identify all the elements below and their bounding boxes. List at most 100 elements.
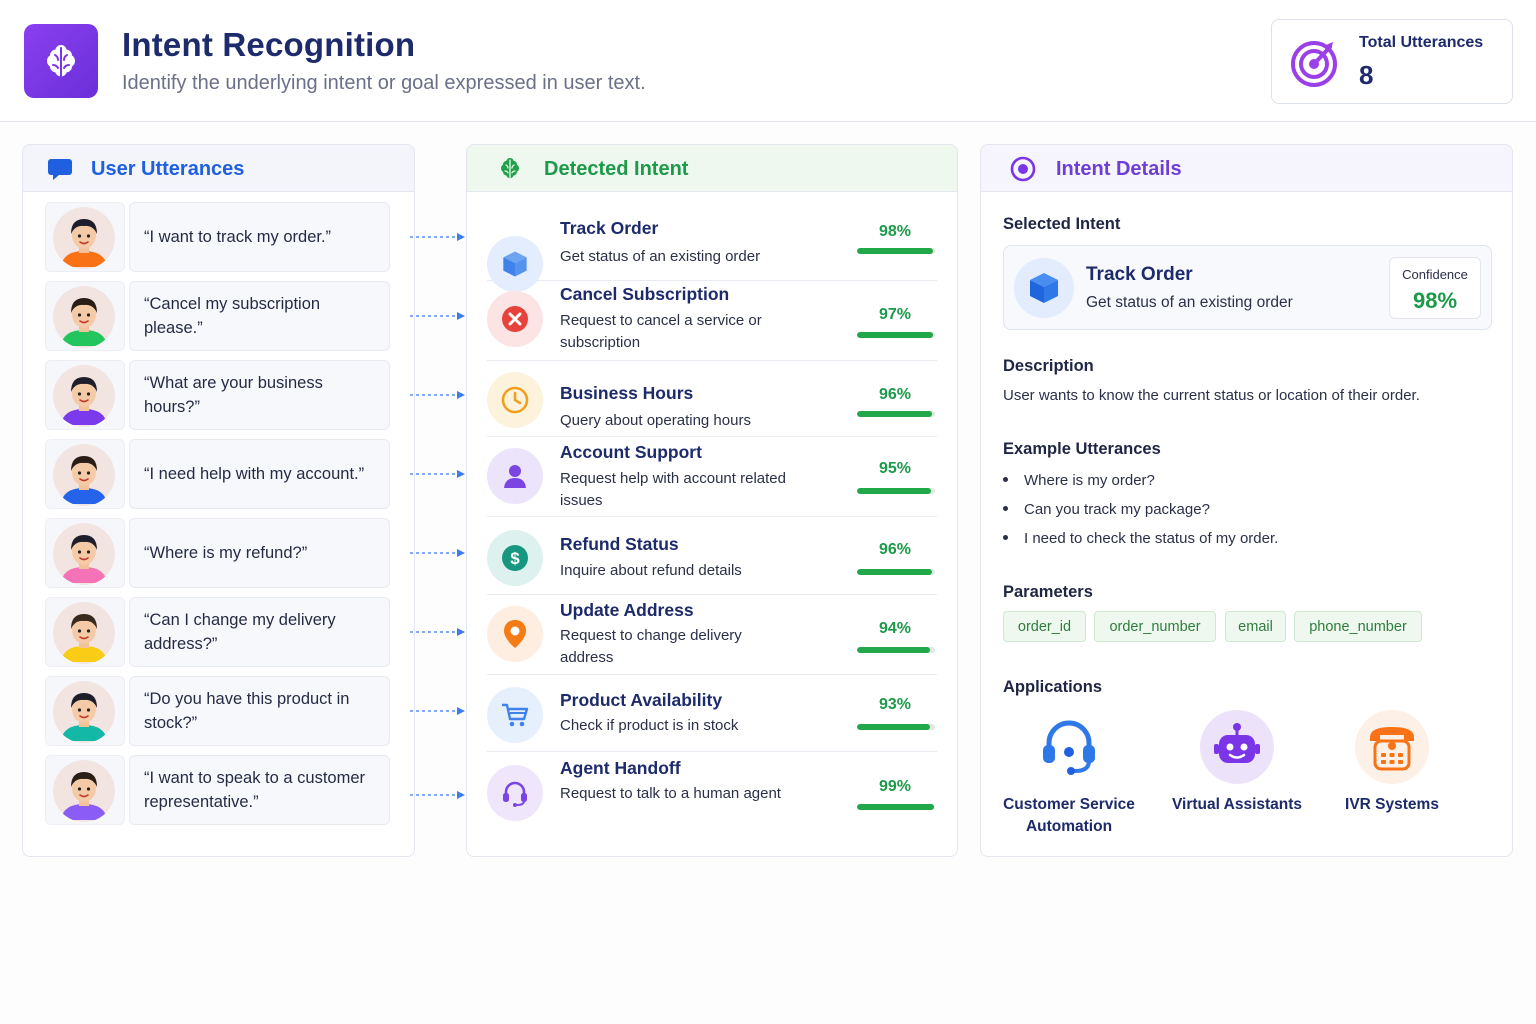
intent-name: Refund Status (560, 534, 679, 554)
intent-description: Check if product is in stock (560, 717, 739, 734)
selected-intent-label: Selected Intent (1003, 215, 1121, 233)
detected-intent-header: Detected Intent (467, 145, 957, 192)
box-icon (487, 236, 543, 292)
intent-name: Account Support (560, 442, 702, 462)
avatar (53, 523, 115, 585)
confidence-label: Confidence (1402, 267, 1468, 282)
confidence-percent: 96% (878, 541, 912, 558)
confidence-bar (857, 411, 935, 417)
parameter-chip[interactable]: email (1225, 611, 1286, 642)
utterance-row[interactable]: “Where is my refund?” (45, 518, 390, 588)
intent-description: Query about operating hours (560, 412, 751, 429)
utterance-row[interactable]: “Cancel my subscription please.” (45, 281, 390, 351)
utterance-text: “Cancel my subscription please.” (129, 281, 390, 351)
confidence-box: Confidence 98% (1389, 257, 1481, 319)
avatar-container (45, 202, 125, 272)
avatar (53, 760, 115, 822)
intent-name: Track Order (560, 218, 659, 238)
clock-icon (487, 372, 543, 428)
intent-name: Cancel Subscription (560, 284, 730, 304)
robot-icon (1200, 710, 1274, 784)
brain-icon (501, 158, 519, 179)
confidence-percent: 94% (878, 620, 912, 637)
phone-icon (1355, 710, 1429, 784)
intent-row[interactable]: Business Hours Query about operating hour… (487, 361, 937, 437)
location-pin-icon (487, 606, 543, 662)
confidence-bar-fill (857, 488, 932, 494)
utterance-text: “Can I change my delivery address?” (129, 597, 390, 667)
mapping-arrow (410, 233, 465, 241)
examples-label: Example Utterances (1003, 440, 1161, 458)
avatar-container (45, 676, 125, 746)
mapping-arrow (410, 707, 465, 715)
application-ivr-systems: IVR Systems (1307, 710, 1477, 816)
confidence-percent: 93% (878, 696, 912, 713)
avatar (53, 286, 115, 348)
utterance-row[interactable]: “What are your business hours?” (45, 360, 390, 430)
intent-row[interactable]: Product Availability Check if product is … (487, 675, 937, 752)
page-subtitle: Identify the underlying intent or goal e… (122, 72, 646, 94)
intent-name: Business Hours (560, 383, 694, 403)
utterance-row[interactable]: “I want to speak to a customer represent… (45, 755, 390, 825)
example-utterance: I need to check the status of my order. (1003, 530, 1278, 547)
page-title: Intent Recognition (122, 26, 416, 63)
confidence-bar-fill (857, 248, 934, 254)
utterance-row[interactable]: “Do you have this product in stock?” (45, 676, 390, 746)
avatar (53, 207, 115, 269)
total-utterances-card: Total Utterances 8 (1271, 19, 1513, 104)
selected-intent-card: Track Order Get status of an existing or… (1003, 245, 1492, 330)
total-utterances-label: Total Utterances (1359, 34, 1484, 51)
user-icon (487, 448, 543, 504)
utterance-text: “I want to speak to a customer represent… (129, 755, 390, 825)
applications-label: Applications (1003, 678, 1103, 696)
utterance-text: “What are your business hours?” (129, 360, 390, 430)
utterance-text: “I need help with my account.” (129, 439, 390, 509)
confidence-percent: 96% (878, 386, 912, 403)
mapping-arrow (410, 628, 465, 636)
parameter-chip[interactable]: phone_number (1294, 611, 1422, 642)
confidence-percent: 99% (878, 778, 912, 795)
avatar (53, 681, 115, 743)
mapping-arrow (410, 549, 465, 557)
user-utterances-panel: User Utterances “I want to track my orde… (22, 144, 415, 857)
confidence-value: 98% (1412, 288, 1458, 313)
headset-icon (487, 765, 543, 821)
selected-intent-desc: Get status of an existing order (1086, 294, 1293, 311)
confidence-bar (857, 804, 935, 810)
confidence-bar (857, 569, 935, 575)
confidence-percent: 95% (878, 460, 912, 477)
confidence-bar-fill (857, 411, 932, 417)
intent-description: Inquire about refund details (560, 562, 742, 579)
avatar-container (45, 281, 125, 351)
headset-icon (1032, 710, 1106, 784)
avatar (53, 444, 115, 506)
intent-row[interactable]: Agent Handoff Request to talk to a human … (487, 752, 937, 842)
intent-row[interactable]: Update Address Request to change delivery… (487, 595, 937, 675)
utterance-row[interactable]: “I want to track my order.” (45, 202, 390, 272)
box-icon (1014, 258, 1074, 318)
detected-intent-title: Detected Intent (544, 158, 689, 180)
avatar (53, 365, 115, 427)
intent-row[interactable]: Cancel Subscription Request to cancel a s… (487, 281, 937, 361)
chat-bubble-icon (48, 159, 72, 180)
intent-description: Request to talk to a human agent (560, 785, 781, 802)
intent-description: Get status of an existing order (560, 248, 761, 265)
parameter-chip[interactable]: order_id (1003, 611, 1086, 642)
parameter-chip[interactable]: order_number (1094, 611, 1216, 642)
intent-row[interactable]: $ Refund Status Inquire about refund detai… (487, 517, 937, 595)
intent-row[interactable]: Track Order Get status of an existing ord… (487, 203, 937, 292)
cart-icon (487, 687, 543, 743)
utterance-row[interactable]: “Can I change my delivery address?” (45, 597, 390, 667)
intent-row[interactable]: Account Support Request help with account… (487, 437, 937, 517)
application-label: Customer Service Automation (1003, 796, 1135, 835)
avatar-container (45, 360, 125, 430)
avatar-container (45, 439, 125, 509)
target-circle-icon (1010, 156, 1036, 182)
confidence-bar (857, 647, 935, 653)
utterance-text: “I want to track my order.” (129, 202, 390, 272)
utterance-row[interactable]: “I need help with my account.” (45, 439, 390, 509)
brain-logo-icon (24, 24, 98, 98)
intent-details-header: Intent Details (981, 145, 1512, 192)
mapping-arrow (410, 791, 465, 799)
intent-description: Request to change delivery address (560, 627, 742, 666)
